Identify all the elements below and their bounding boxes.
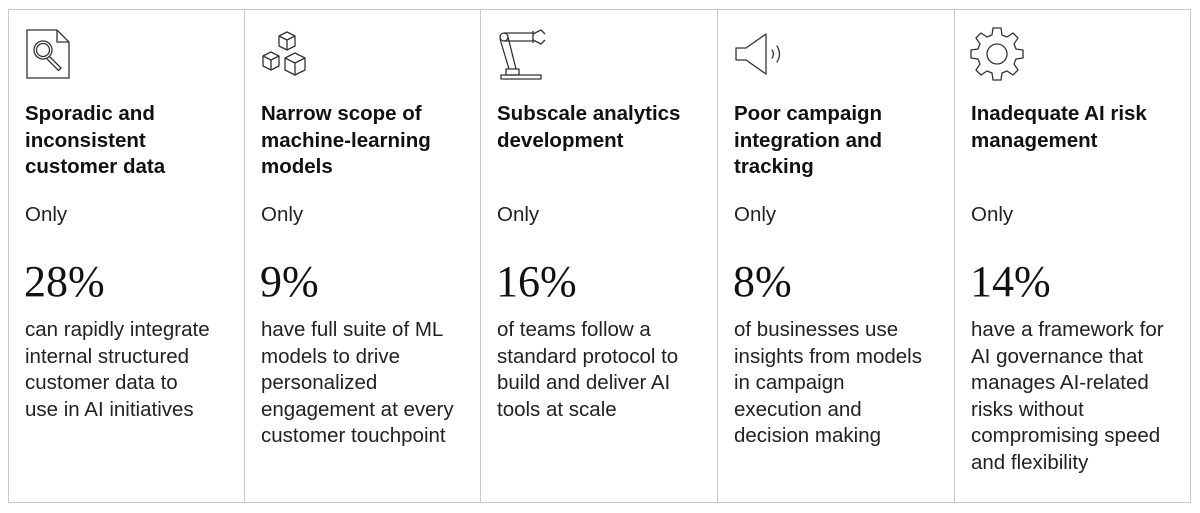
challenge-column-customer-data: Sporadic and inconsistent customer data … [9, 10, 245, 502]
qualifier-text: Only [971, 203, 1014, 226]
qualifier-text: Only [734, 203, 777, 226]
stat-value: 9% [260, 257, 319, 306]
qualifier-text: Only [261, 203, 304, 226]
challenge-title: Sporadic and inconsistent customer data [25, 102, 166, 178]
qualifier-text: Only [25, 203, 68, 226]
stat-description: have a framework for AI governance that … [971, 318, 1164, 474]
stat-value: 14% [970, 257, 1051, 306]
challenge-column-analytics: Subscale analytics development Only 16% … [481, 10, 718, 502]
challenge-title: Inadequate AI risk management [971, 102, 1147, 152]
qualifier-text: Only [497, 203, 540, 226]
stat-description: of teams follow a standard protocol to b… [497, 318, 679, 421]
stat-description: can rapidly integrate internal structure… [25, 318, 210, 421]
challenge-title: Poor campaign integration and tracking [734, 102, 883, 178]
challenge-column-ml-models: Narrow scope of machine-learning models … [245, 10, 481, 502]
challenges-grid: Sporadic and inconsistent customer data … [8, 9, 1191, 503]
challenge-column-risk: Inadequate AI risk management Only 14% h… [955, 10, 1190, 502]
stat-value: 16% [496, 257, 577, 306]
gear-icon [969, 26, 1025, 82]
stat-description: of businesses use insights from models i… [734, 318, 922, 447]
megaphone-icon [732, 26, 788, 82]
challenge-column-campaign: Poor campaign integration and tracking O… [718, 10, 955, 502]
challenge-title: Narrow scope of machine-learning models [261, 102, 431, 178]
document-magnifier-icon [23, 26, 79, 82]
stat-value: 28% [24, 257, 105, 306]
stacked-cubes-icon [259, 26, 315, 82]
stat-value: 8% [733, 257, 792, 306]
robotic-arm-icon [495, 26, 551, 82]
stat-description: have full suite of ML models to drive pe… [261, 318, 454, 447]
challenge-title: Subscale analytics development [497, 102, 681, 152]
